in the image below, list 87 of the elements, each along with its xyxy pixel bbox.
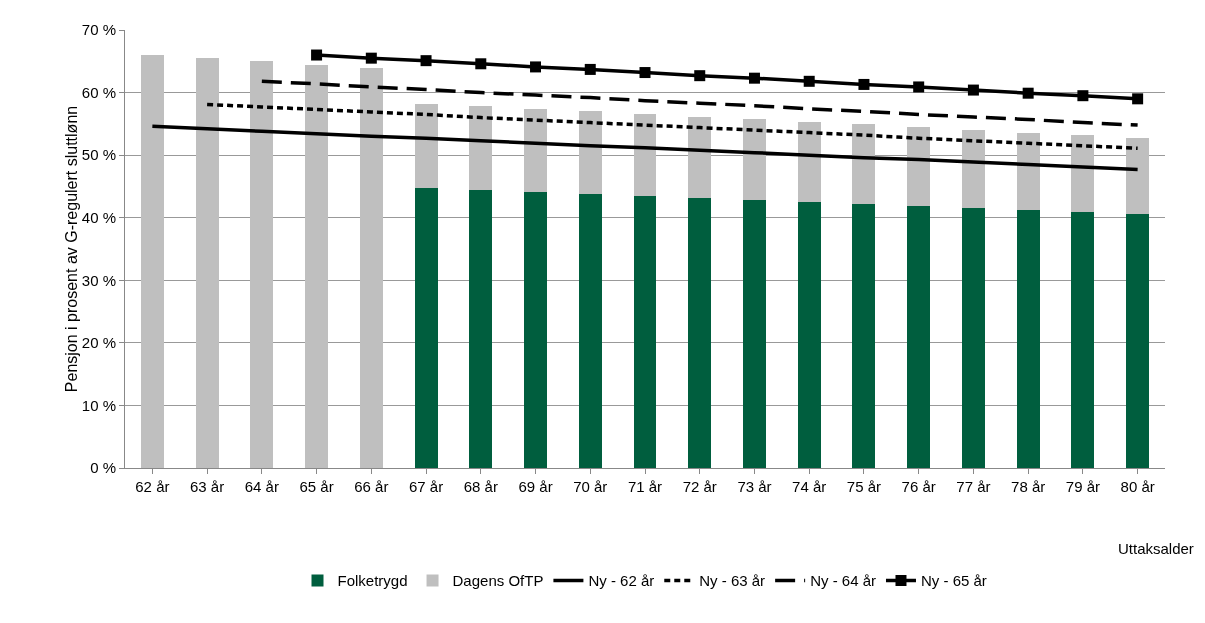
x-tick-label: 63 år [190,478,225,495]
y-tick-label: 10 % [81,396,116,414]
point [967,84,979,96]
y-tick-label: 70 % [81,21,116,39]
x-tick-label: 79 år [1065,478,1100,495]
bar [1071,212,1095,468]
point [694,70,706,82]
x-tick-label: 70 år [573,478,608,495]
x-tick-label: 71 år [627,478,663,495]
bar [688,116,712,199]
x-tick-label: 77 år [956,478,991,495]
line-series [150,124,1140,172]
bar [140,55,164,468]
bar [578,111,602,194]
bar [414,103,438,188]
x-axis-title: Uttaksalder [1118,540,1194,557]
legend-label: Ny - 65 år [920,572,987,590]
bar [852,124,876,204]
point [420,55,432,67]
bar [195,58,219,468]
bar [907,206,931,468]
point [365,52,377,64]
x-tick-label: 65 år [299,478,334,495]
bar [742,200,766,468]
bar [797,121,821,203]
point [803,75,815,87]
bar [961,208,985,468]
bar [469,106,493,190]
x-tick-label: 72 år [682,478,717,495]
point [858,78,870,90]
line-series [205,102,1140,151]
bar [742,119,766,201]
bar [633,196,657,468]
line-series [260,79,1140,127]
legend-label: Ny - 63 år [699,572,766,590]
bar [524,109,548,193]
bar [1126,137,1150,214]
bar [578,193,602,468]
y-tick-label: 20 % [81,334,116,352]
legend-label: Folketrygd [337,572,408,590]
y-axis-title: Pensjon i prosent av G-regulert sluttlønn [62,105,80,393]
point [1022,87,1034,99]
bar [1126,213,1150,468]
point [1077,90,1089,102]
x-tick-label: 73 år [737,478,772,495]
point [913,81,925,93]
point [1132,93,1144,105]
bar [1016,132,1040,211]
bar [469,189,493,468]
bar [852,203,876,468]
y-tick-label: 60 % [81,83,116,101]
bar [1071,135,1095,213]
x-tick-label: 64 år [244,478,279,495]
bar [1016,210,1040,468]
x-tick-label: 76 år [901,478,936,495]
point [639,67,651,79]
y-tick-label: 40 % [81,208,116,226]
bar [250,61,274,468]
x-tick-label: 62 år [135,478,170,495]
bar [524,192,548,468]
bar [305,65,329,468]
x-tick-label: 66 år [354,478,389,495]
bar [359,67,383,468]
bar [961,130,985,209]
x-tick-label: 68 år [463,478,498,495]
x-tick-label: 75 år [846,478,882,495]
bar [907,126,931,207]
bar [797,202,821,468]
point [748,72,760,84]
y-tick-label: 50 % [81,146,116,164]
point [584,63,596,75]
x-tick-label: 67 år [408,478,444,495]
bar [414,187,438,468]
bar [633,114,657,197]
point [475,58,487,70]
point [530,61,542,73]
point [311,49,323,61]
x-tick-label: 80 år [1120,478,1155,495]
legend-label: Ny - 64 år [810,572,876,590]
y-tick-label: 0 % [90,459,116,477]
x-tick-label: 78 år [1011,478,1046,495]
y-tick-label: 30 % [81,271,116,289]
legend-label: Ny - 62 år [588,572,655,590]
x-tick-label: 74 år [792,478,827,495]
x-tick-label: 69 år [518,478,553,495]
legend-label: Dagens OfTP [452,572,544,590]
bar [688,198,712,468]
